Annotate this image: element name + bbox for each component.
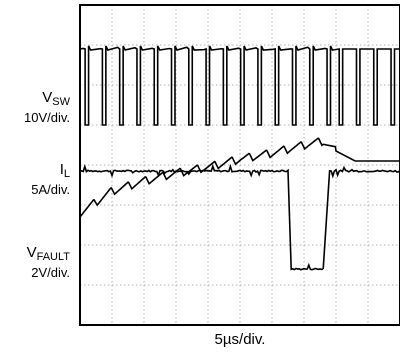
label-il: IL 5A/div. — [31, 161, 70, 197]
trace-il — [79, 137, 400, 218]
label-vsw: VSW 10V/div. — [23, 89, 70, 125]
timebase-label: 5µs/div. — [214, 331, 266, 348]
label-vfault: VFAULT 2V/div. — [26, 244, 70, 280]
grid — [80, 5, 400, 325]
trace-vsw — [79, 45, 400, 126]
plot-frame — [79, 4, 400, 326]
trace-vfault — [79, 163, 400, 271]
